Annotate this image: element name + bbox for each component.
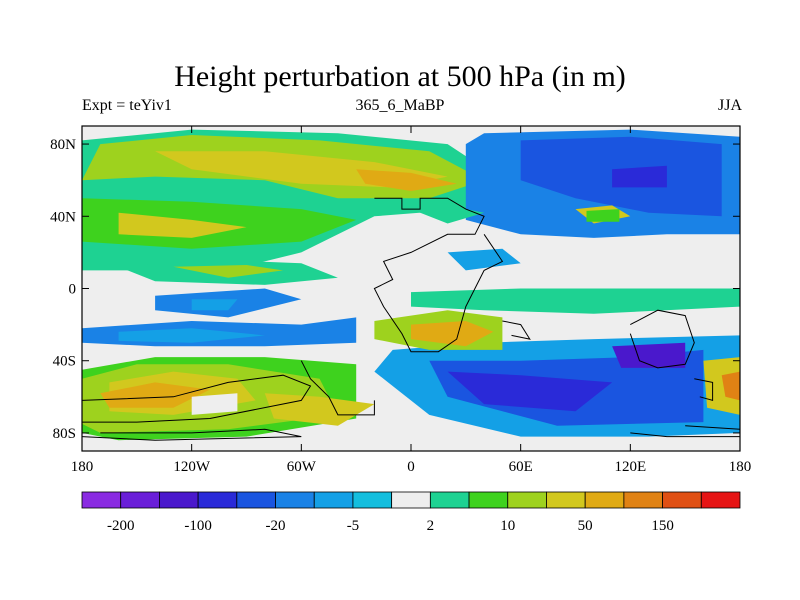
y-tick-label: 80N [50,137,76,153]
colorbar-label: 2 [427,518,435,534]
subtitle-period: 365_6_MaBP [355,97,445,114]
colorbar-swatch [275,491,315,509]
colorbar-label: 10 [500,518,515,534]
colorbar-swatch [197,491,238,509]
contour-region [173,265,284,278]
coastline [629,309,695,369]
contour-region [612,342,686,368]
colorbar-swatch [662,491,702,509]
x-tick-label: 180 [729,459,752,475]
contour-region [447,248,521,271]
coastlines [82,197,740,441]
contour-region [191,299,238,311]
contour-region [447,371,613,412]
colorbar-swatch [546,491,586,509]
x-tick-label: 120E [614,459,646,475]
subtitle-season: JJA [717,97,742,114]
x-tick-label: 180 [71,459,94,475]
colorbar-swatch [584,491,625,509]
contour-region [612,165,667,188]
colorbar-label: -5 [347,518,360,534]
subtitle-experiment: Expt = teYiv1 [82,97,172,114]
contour-region [118,328,265,343]
colorbar-swatch [391,491,431,509]
y-tick-label: 40N [50,209,76,225]
y-tick-label: 80S [53,426,76,442]
contour-fills [82,129,740,442]
contour-region [356,169,457,191]
coastline [82,428,302,441]
x-axis: 180 120W 60W 0 60E 120E 180 [71,126,752,475]
contour-region [721,371,740,401]
contour-region [191,393,238,415]
colorbar-swatch [623,491,663,509]
colorbar-label: -100 [184,518,212,534]
colorbar-label: -20 [266,518,286,534]
x-tick-label: 0 [407,459,415,475]
y-axis: 80N 40N 0 40S 80S [50,137,740,442]
colorbar-swatch [429,491,470,509]
contour-region [586,209,620,222]
colorbar-swatch [236,491,276,509]
contour-region [411,321,494,347]
contour-region [411,288,740,314]
contour-region [264,393,375,426]
contour-region [411,205,485,224]
coastline [300,360,375,416]
colorbar-label: 150 [651,518,674,534]
x-tick-label: 60E [509,459,533,475]
colorbar: -200 -100 -20 -5 2 10 50 150 [81,491,741,534]
y-tick-label: 40S [53,354,76,370]
colorbar-label: -200 [107,518,135,534]
chart-title: Height perturbation at 500 hPa (in m) [174,60,626,93]
coastline [502,320,531,340]
colorbar-swatch [159,491,199,509]
x-tick-label: 120W [173,459,211,475]
colorbar-swatch [700,491,741,509]
colorbar-swatch [120,491,160,509]
contour-region [82,198,357,249]
contour-region [100,382,210,408]
colorbar-swatch [352,491,393,509]
colorbar-swatch [81,491,122,509]
y-tick-label: 0 [69,282,77,298]
contour-region [118,212,247,238]
coastline [82,374,312,423]
x-tick-label: 60W [287,459,317,475]
colorbar-swatch [468,491,509,509]
colorbar-swatch [507,491,547,509]
coastline [630,425,740,438]
colorbar-label: 50 [578,518,593,534]
coastline [373,197,504,353]
coastline [694,378,714,402]
colorbar-swatch [313,491,354,509]
